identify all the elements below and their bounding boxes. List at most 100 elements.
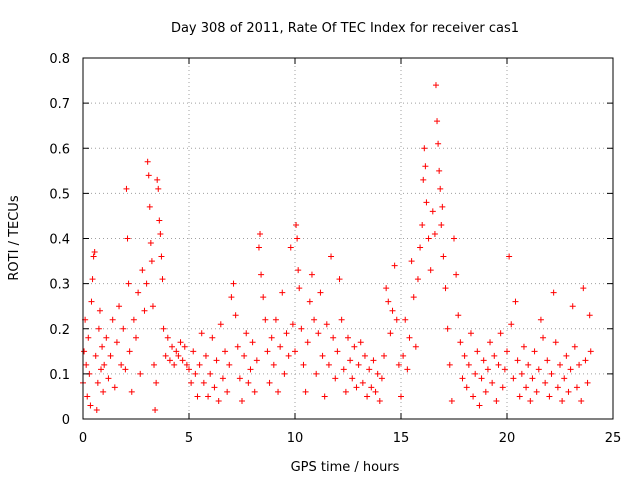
data-point <box>230 280 237 287</box>
data-point <box>85 334 92 341</box>
data-point <box>160 325 167 332</box>
data-point <box>146 203 153 210</box>
data-point <box>465 361 472 368</box>
data-point <box>105 375 112 382</box>
data-point <box>198 330 205 337</box>
data-point <box>99 343 106 350</box>
data-point <box>412 343 419 350</box>
data-point <box>508 321 515 328</box>
data-point <box>313 370 320 377</box>
data-point <box>162 352 169 359</box>
data-point <box>154 176 161 183</box>
data-point <box>421 145 428 152</box>
data-point <box>328 253 335 260</box>
data-point <box>446 361 453 368</box>
x-tick-label: 0 <box>79 431 87 446</box>
data-point <box>116 303 123 310</box>
data-point <box>151 361 158 368</box>
data-point <box>100 388 107 395</box>
data-point <box>448 397 455 404</box>
data-point <box>422 163 429 170</box>
data-point <box>96 307 103 314</box>
data-point <box>557 361 563 368</box>
data-point <box>414 276 421 283</box>
x-axis-label: GPS time / hours <box>291 460 400 475</box>
data-point <box>576 361 583 368</box>
data-point <box>520 343 527 350</box>
data-point <box>330 334 337 341</box>
data-point <box>398 393 404 400</box>
data-point <box>512 298 519 305</box>
data-point <box>183 361 190 368</box>
data-point <box>149 303 156 310</box>
data-point <box>342 388 349 395</box>
data-point <box>264 348 271 355</box>
data-point <box>258 271 265 278</box>
data-point <box>194 393 201 400</box>
data-point <box>156 217 163 224</box>
data-point <box>563 352 570 359</box>
data-point <box>295 267 302 274</box>
data-point <box>370 357 377 364</box>
data-point <box>192 370 199 377</box>
data-point <box>95 325 102 332</box>
data-point <box>83 361 90 368</box>
data-point <box>285 352 292 359</box>
data-point <box>442 285 449 292</box>
data-point <box>205 393 212 400</box>
data-point <box>537 316 544 323</box>
data-point <box>315 330 322 337</box>
data-point <box>139 267 146 274</box>
data-point <box>402 316 409 323</box>
y-tick-label: 0.8 <box>49 52 70 67</box>
data-point <box>540 334 547 341</box>
data-point <box>587 348 594 355</box>
data-point <box>439 203 446 210</box>
data-point <box>582 357 589 364</box>
data-point <box>361 352 368 359</box>
data-point <box>451 235 457 242</box>
data-point <box>552 339 559 346</box>
data-point <box>247 366 254 373</box>
data-point <box>501 366 508 373</box>
data-point <box>213 357 220 364</box>
data-point <box>436 167 443 174</box>
data-point <box>272 316 279 323</box>
data-point <box>177 339 184 346</box>
data-point <box>190 348 197 355</box>
data-point <box>437 185 444 192</box>
data-point <box>489 379 496 386</box>
grid <box>83 58 613 419</box>
data-point <box>531 348 538 355</box>
data-point <box>544 357 551 364</box>
data-point <box>429 208 436 215</box>
data-point <box>90 253 97 260</box>
data-point <box>241 352 248 359</box>
data-point <box>281 370 288 377</box>
x-tick-label: 20 <box>499 431 516 446</box>
data-point <box>226 361 233 368</box>
data-point <box>306 298 313 305</box>
data-point <box>480 357 487 364</box>
data-point <box>188 379 195 386</box>
data-point <box>186 366 192 373</box>
data-point <box>222 348 229 355</box>
plot-frame <box>82 57 614 420</box>
data-point <box>169 343 176 350</box>
data-point <box>173 348 180 355</box>
data-point <box>438 221 445 228</box>
data-point <box>518 370 525 377</box>
data-point <box>425 235 432 242</box>
data-point <box>495 361 502 368</box>
data-point <box>249 339 256 346</box>
data-point <box>141 307 148 314</box>
data-point <box>124 235 131 242</box>
data-point <box>107 352 114 359</box>
data-point <box>461 352 468 359</box>
data-point <box>559 397 566 404</box>
data-point <box>103 334 110 341</box>
data-point <box>196 361 203 368</box>
data-point <box>155 185 162 192</box>
data-point <box>128 388 135 395</box>
